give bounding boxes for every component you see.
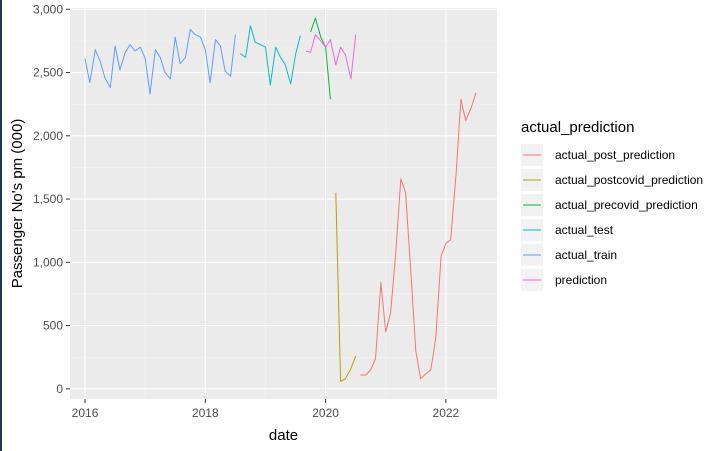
minor-gridlines [70, 8, 497, 399]
plot-panel [70, 8, 497, 399]
y-axis: 0 500 1,000 1,500 2,000 2,500 3,000 [33, 2, 70, 396]
x-axis-title: date [269, 427, 298, 444]
y-tick-label: 0 [56, 382, 63, 396]
y-tick-label: 1,000 [33, 255, 63, 269]
legend-label-actual_test: actual_test [555, 223, 614, 237]
series-line-actual_test [239, 25, 301, 86]
legend-label-prediction: prediction [555, 273, 607, 287]
y-tick-label: 1,500 [33, 192, 63, 206]
series-line-prediction [305, 34, 357, 80]
series-line-actual_postcovid_prediction [335, 192, 357, 382]
y-tick-label: 2,500 [33, 66, 63, 80]
series-line-actual_train [84, 29, 236, 95]
x-tick-label: 2018 [192, 406, 219, 420]
window-edge [0, 0, 2, 451]
x-tick-label: 2016 [72, 406, 99, 420]
legend-label-actual_train: actual_train [555, 248, 617, 262]
y-tick-label: 3,000 [33, 2, 63, 16]
series-lines [84, 17, 477, 382]
series-line-actual_precovid_prediction [310, 17, 331, 100]
legend: actual_prediction actual_post_prediction… [521, 119, 703, 291]
x-tick-label: 2022 [433, 406, 460, 420]
y-tick-label: 500 [43, 319, 63, 333]
x-axis: 2016 2018 2020 2022 [72, 399, 460, 420]
legend-label-actual_precovid_prediction: actual_precovid_prediction [555, 198, 698, 212]
y-axis-title: Passenger No's pm (000) [9, 119, 26, 289]
series-line-actual_post_prediction [360, 92, 477, 380]
legend-label-actual_postcovid_prediction: actual_postcovid_prediction [555, 173, 703, 187]
legend-label-actual_post_prediction: actual_post_prediction [555, 148, 675, 162]
legend-items: actual_post_prediction actual_postcovid_p… [521, 144, 703, 291]
legend-title: actual_prediction [521, 119, 634, 136]
x-tick-label: 2020 [312, 406, 339, 420]
major-gridlines [70, 8, 497, 399]
y-tick-label: 2,000 [33, 129, 63, 143]
